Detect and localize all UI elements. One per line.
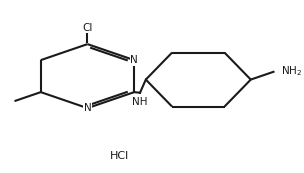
Text: HCl: HCl bbox=[110, 151, 129, 161]
Text: NH: NH bbox=[132, 97, 148, 107]
Text: NH$_2$: NH$_2$ bbox=[281, 64, 302, 78]
Text: Cl: Cl bbox=[82, 23, 93, 33]
Text: N: N bbox=[84, 103, 92, 113]
Text: N: N bbox=[130, 55, 138, 65]
